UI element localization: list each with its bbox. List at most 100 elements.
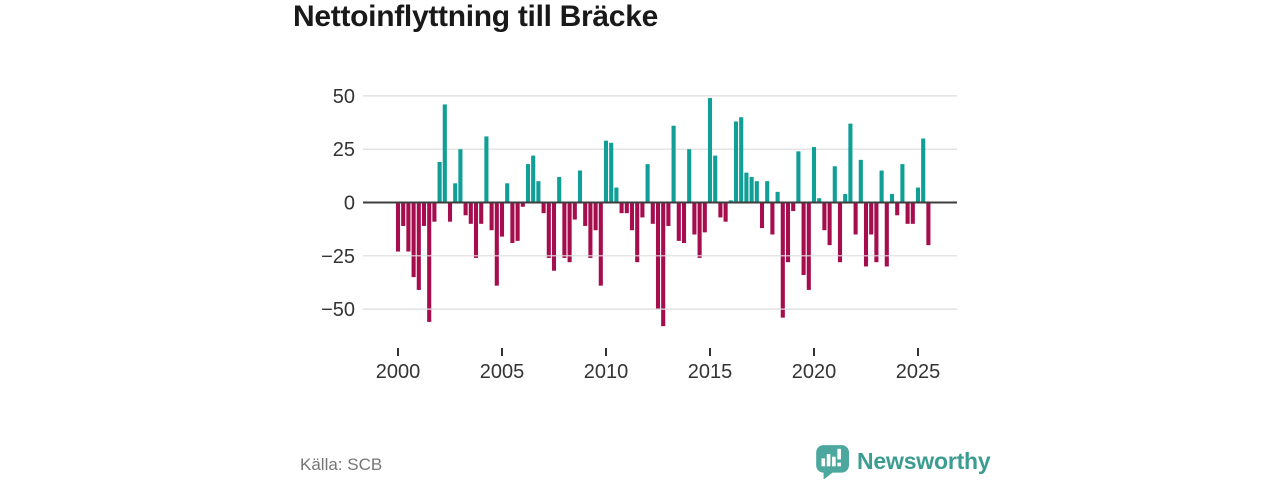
bar: [765, 181, 770, 203]
x-axis-tick-label: 2005: [480, 361, 525, 383]
bar: [900, 164, 905, 203]
bar: [536, 181, 541, 203]
bar: [759, 202, 765, 229]
bar: [728, 200, 733, 203]
bar: [598, 202, 603, 286]
bar: [541, 202, 546, 214]
bar-chart: 50 25 0 −25 −50 2000 2005 2010 2015 2020 2025: [321, 86, 957, 383]
bar: [827, 202, 832, 246]
bar: [889, 193, 895, 203]
bar: [421, 202, 427, 226]
bar: [895, 202, 900, 216]
bar: [921, 138, 926, 203]
bar: [577, 170, 583, 203]
bar: [754, 181, 759, 203]
bar: [463, 202, 468, 216]
x-axis-tick-label: 2015: [688, 361, 733, 383]
bar: [874, 202, 879, 263]
bar: [853, 202, 858, 235]
bar: [551, 202, 557, 271]
bar: [468, 202, 473, 224]
bar: [744, 172, 749, 203]
bar: [453, 183, 458, 203]
bar: [718, 202, 723, 218]
bar: [915, 187, 921, 203]
bar: [494, 202, 499, 286]
bar: [645, 164, 650, 203]
bar: [858, 159, 863, 203]
bar: [671, 125, 676, 203]
bar: [515, 202, 520, 241]
bar: [406, 202, 411, 252]
bar: [884, 202, 889, 267]
bar: [437, 161, 442, 203]
bar: [427, 202, 432, 322]
bar: [479, 202, 484, 224]
bar: [723, 202, 728, 222]
bar: [905, 202, 910, 224]
bar: [879, 170, 884, 203]
bar: [447, 202, 453, 222]
bar: [484, 136, 489, 203]
x-axis-tick-label: 2010: [584, 361, 629, 383]
newsworthy-bubble-chart-icon: [816, 445, 849, 479]
bar: [401, 202, 406, 226]
bar: [739, 117, 744, 203]
bar: [910, 202, 915, 224]
bar: [775, 191, 780, 203]
bar: [557, 176, 562, 203]
bar: [531, 155, 536, 203]
bar: [583, 202, 588, 226]
bar: [510, 202, 515, 244]
bar: [801, 202, 806, 275]
bar: [458, 149, 463, 203]
bar: [505, 183, 510, 203]
bar: [863, 202, 869, 267]
bar: [713, 155, 718, 203]
y-axis-tick-label: 50: [333, 86, 355, 108]
bar: [681, 202, 687, 244]
bar: [806, 202, 811, 290]
bar: [687, 149, 692, 203]
bar: [572, 202, 577, 220]
bar: [733, 121, 739, 203]
bar: [629, 202, 635, 231]
bar: [473, 202, 479, 258]
bar: [489, 202, 494, 231]
bar: [780, 202, 785, 318]
newsworthy-logo[interactable]: Newsworthy: [813, 442, 991, 480]
bar: [525, 164, 531, 203]
newsworthy-wordmark: Newsworthy: [857, 447, 991, 474]
bar: [676, 202, 681, 241]
bar: [432, 202, 437, 222]
y-axis-tick-label: 25: [333, 139, 355, 161]
page-title: Nettoinflyttning till Bräcke: [293, 0, 658, 33]
bar: [817, 198, 822, 203]
x-axis-tick-label: 2020: [792, 361, 837, 383]
x-axis-tick-label: 2025: [896, 361, 941, 383]
bar: [640, 202, 645, 218]
bar: [869, 202, 874, 235]
bar: [837, 202, 843, 263]
bar: [546, 202, 551, 258]
bar: [843, 193, 848, 203]
bar: [520, 202, 525, 207]
bar: [593, 202, 598, 231]
bar: [666, 202, 671, 226]
bar: [411, 202, 416, 278]
bar: [702, 202, 707, 233]
bar: [707, 98, 713, 203]
bar: [624, 202, 629, 214]
bar: [416, 202, 421, 290]
bar: [442, 104, 447, 203]
bar: [811, 147, 817, 203]
bar: [697, 202, 702, 258]
bar: [822, 202, 827, 231]
bar: [832, 166, 837, 203]
bar: [619, 202, 624, 214]
bar: [609, 142, 614, 203]
bar: [650, 202, 655, 224]
bar: [770, 202, 775, 235]
bar: [614, 187, 619, 203]
x-axis-tick-label: 2000: [376, 361, 421, 383]
